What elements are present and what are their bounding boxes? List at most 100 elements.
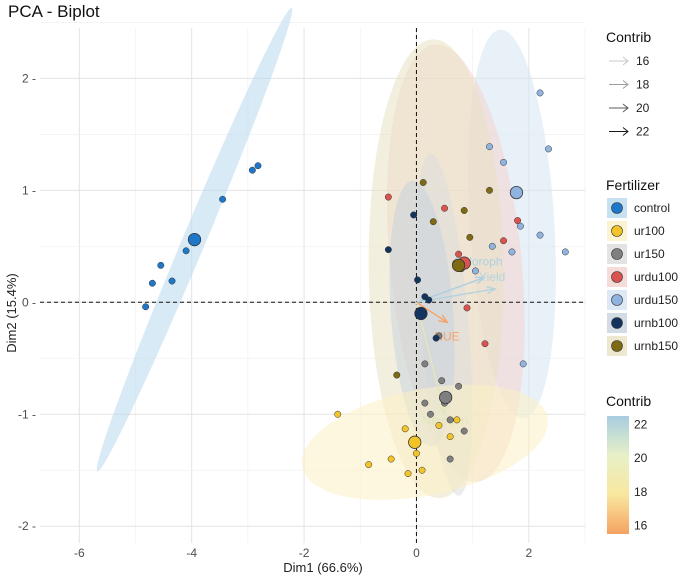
colorbar	[607, 416, 629, 534]
point-ur150	[460, 427, 468, 435]
legend-size-arrowhead	[622, 103, 629, 113]
x-tick-label: -4	[186, 546, 197, 560]
legend-contrib-color: Contrib 22 20 18 16	[606, 393, 651, 534]
centroid-ur100	[408, 435, 422, 449]
point-urdu100	[455, 250, 463, 258]
legend-fertilizer-title: Fertilizer	[606, 177, 660, 193]
centroid-control	[187, 232, 202, 247]
centroid-urdu150	[509, 185, 524, 200]
reference-lines	[40, 28, 585, 543]
point-ur100	[412, 449, 420, 457]
x-tick-label: 2	[525, 546, 532, 560]
legend-size-arrowhead	[622, 80, 629, 89]
point-urdu150	[545, 145, 552, 153]
point-ur150	[438, 377, 446, 385]
point-urnb100	[432, 334, 440, 342]
y-tick-label: -1 -	[18, 407, 36, 421]
point-control	[148, 279, 156, 287]
centroid-ur150	[439, 390, 453, 405]
point-control	[254, 162, 262, 170]
point-ur100	[446, 433, 454, 441]
point-urdu150	[508, 248, 516, 256]
legend-size-arrowhead	[622, 127, 629, 136]
point-urnb150	[486, 186, 493, 194]
legend-label-urdu100: urdu100	[634, 270, 678, 284]
point-urdu100	[441, 204, 448, 212]
point-ur150	[427, 410, 434, 418]
centroid-urnb150	[451, 258, 466, 272]
point-ur100	[334, 410, 342, 418]
legend-label-urnb150: urnb150	[634, 339, 678, 353]
legend-dot-urnb150	[611, 340, 623, 352]
legend-dot-ur150	[611, 248, 623, 260]
point-ur100	[365, 461, 373, 469]
point-urnb150	[419, 179, 427, 186]
point-ur150	[455, 382, 463, 390]
legend-dot-ur100	[611, 225, 623, 237]
point-urdu100	[514, 217, 522, 225]
point-ur100	[401, 425, 409, 433]
point-urnb100	[421, 293, 429, 301]
colorbar-tick-label: 16	[634, 519, 648, 533]
colorbar-tick-label: 18	[634, 485, 648, 499]
point-ur100	[453, 416, 461, 424]
point-urdu100	[500, 237, 507, 245]
legend-contrib-size: Contrib 16 18 20 22	[606, 29, 651, 139]
legend-size-arrowhead	[622, 56, 629, 66]
legend-label-ur100: ur100	[634, 224, 665, 238]
y-tick-label: 0 -	[22, 295, 36, 309]
point-urdu100	[384, 193, 392, 201]
arrow-nue	[416, 301, 448, 324]
arrowhead-nitrogen	[438, 405, 447, 416]
colorbar-tick-label: 22	[634, 417, 648, 431]
point-urnb100	[410, 211, 418, 219]
point-ur150	[446, 416, 454, 424]
legend-contrib-size-title: Contrib	[606, 29, 651, 45]
ellipse-ur100	[301, 384, 548, 500]
legend-size-value: 20	[636, 101, 650, 115]
point-urnb150	[460, 207, 468, 214]
legend-size-value: 22	[636, 125, 650, 139]
x-tick-label: 0	[413, 546, 420, 560]
point-urdu150	[536, 89, 544, 97]
y-tick-label: -2 -	[18, 519, 36, 533]
point-urdu100	[463, 304, 471, 312]
legend-size-value: 16	[636, 54, 650, 68]
point-ur150	[421, 399, 429, 407]
point-urdu150	[486, 143, 493, 151]
point-control	[182, 247, 190, 255]
point-ur100	[404, 470, 412, 478]
arrowhead-yield	[486, 286, 497, 295]
point-ur100	[387, 455, 395, 463]
x-tick-label: -6	[74, 546, 85, 560]
point-ur100	[418, 466, 426, 474]
point-control	[219, 195, 227, 203]
legend-dot-urnb100	[611, 317, 623, 329]
legend-label-urdu150: urdu150	[634, 293, 678, 307]
colorbar-tick-label: 20	[634, 451, 648, 465]
legend-label-urnb100: urnb100	[634, 316, 678, 330]
point-control	[142, 303, 150, 311]
point-ur150	[421, 360, 429, 368]
y-axis-label: Dim2 (15.4%)	[4, 273, 19, 352]
arrowhead-chloroph	[474, 276, 486, 285]
point-control	[157, 261, 165, 269]
x-tick-label: -2	[299, 546, 310, 560]
legend-label-control: control	[634, 201, 670, 215]
individual-points	[142, 89, 569, 478]
point-urdu150	[561, 248, 569, 256]
point-urdu150	[519, 360, 527, 368]
variable-label-yield: Yield	[479, 270, 505, 284]
point-urnb150	[429, 218, 437, 226]
legend-size-value: 18	[636, 78, 650, 92]
point-urdu150	[488, 242, 496, 250]
point-urdu150	[471, 267, 479, 275]
point-urdu150	[500, 158, 507, 166]
legend-contrib-color-title: Contrib	[606, 393, 651, 409]
legend-dot-control	[611, 202, 623, 214]
point-urnb150	[393, 371, 401, 379]
legend-fertilizer: Fertilizer control ur100 ur150 urdu100 urdu1…	[606, 177, 678, 356]
legend-label-ur150: ur150	[634, 247, 665, 261]
chart-title: PCA - Biplot	[8, 2, 100, 21]
